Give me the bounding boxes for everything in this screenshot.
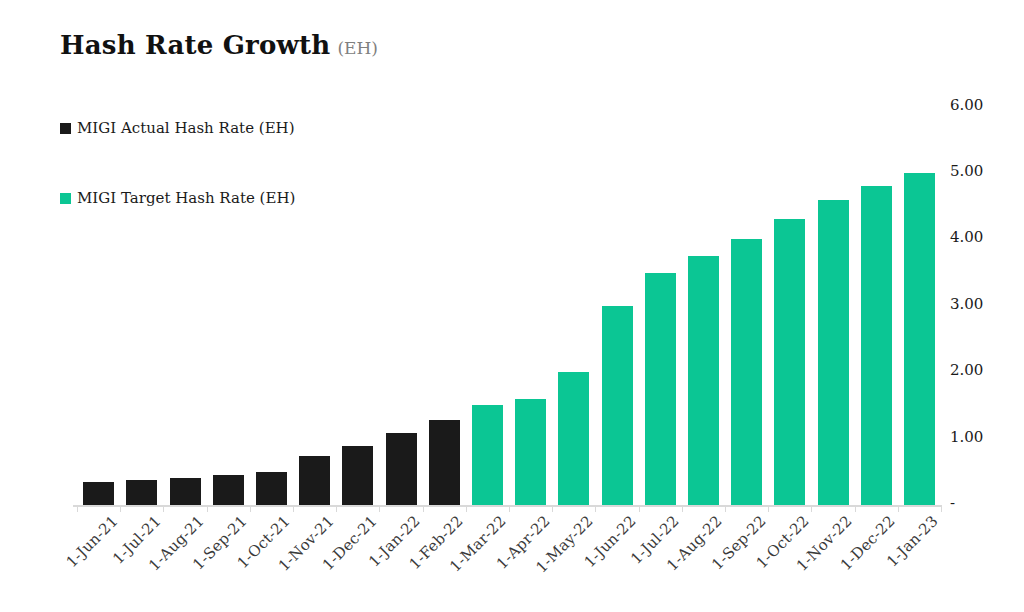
y-axis-label-6: 6.00 [950,96,983,114]
bar-1-oct-21-actual [256,472,287,505]
x-axis-tick [163,506,164,512]
bar-1-jul-21-actual [126,480,157,505]
x-axis-tick [120,506,121,512]
bar-1-jan-23-target [904,173,935,505]
y-axis-label-1: 1.00 [950,428,983,446]
x-axis-tick [811,506,812,512]
x-axis-tick [682,506,683,512]
bar-1-aug-21-actual [170,478,201,505]
bar-1-sep-21-actual [213,475,244,505]
plot-area: 1-Jun-211-Jul-211-Aug-211-Sep-211-Oct-21… [0,0,1024,612]
bar-1-mar-22-target [472,405,503,505]
bar-1-jul-22-target [645,273,676,505]
bar-1-may-22-target [558,372,589,505]
x-axis-tick [250,506,251,512]
x-axis-tick [293,506,294,512]
bar-1-apr-22-target [515,399,546,505]
x-axis-tick [207,506,208,512]
bar-1-dec-21-actual [342,446,373,505]
bar-1-dec-22-target [861,186,892,505]
bar-1-jun-21-actual [83,482,114,505]
x-axis-label-1-jun-21: 1-Jun-21 [62,512,121,571]
x-axis-tick [77,506,78,512]
bar-1-aug-22-target [688,256,719,505]
bar-1-nov-22-target [818,200,849,505]
x-axis-tick [336,506,337,512]
bar-1-nov-21-actual [299,456,330,505]
x-axis-tick [941,506,942,512]
bar-1-feb-22-actual [429,420,460,505]
chart-canvas: Hash Rate Growth(EH) MIGI Actual Hash Ra… [0,0,1024,612]
x-axis-tick [898,506,899,512]
y-axis-label-5: 5.00 [950,162,983,180]
bar-1-jan-22-actual [386,433,417,505]
x-axis-tick [855,506,856,512]
bar-1-oct-22-target [774,219,805,505]
x-axis-tick [768,506,769,512]
y-axis-label-2: 2.00 [950,361,983,379]
bar-1-sep-22-target [731,239,762,505]
bar-1-jun-22-target [602,306,633,505]
x-axis-tick [552,506,553,512]
x-axis-tick [725,506,726,512]
x-axis-tick [466,506,467,512]
x-axis-tick [423,506,424,512]
x-axis-tick [595,506,596,512]
x-axis-tick [639,506,640,512]
x-axis-tick [509,506,510,512]
y-axis-label-0: - [950,494,955,512]
x-axis-tick [379,506,380,512]
y-axis-label-3: 3.00 [950,295,983,313]
y-axis-label-4: 4.00 [950,228,983,246]
